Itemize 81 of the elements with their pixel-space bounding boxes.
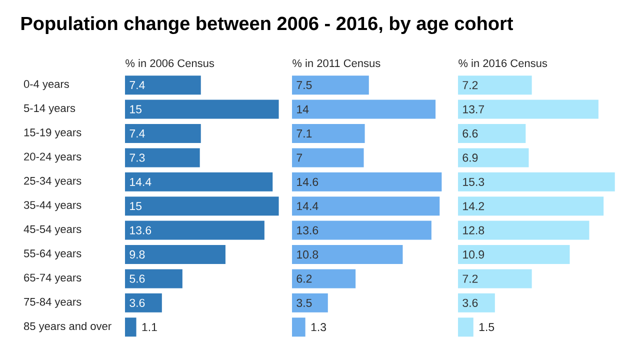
bar xyxy=(292,196,440,216)
data-label: 3.6 xyxy=(130,298,145,307)
bar xyxy=(458,318,474,337)
bar xyxy=(458,293,495,312)
y-tick-label: 45-54 years xyxy=(24,225,82,236)
y-tick-label: 5-14 years xyxy=(24,104,76,114)
data-label: 5.6 xyxy=(130,274,145,283)
bar xyxy=(458,245,570,264)
data-label: 14 xyxy=(297,105,309,114)
data-label: 13.6 xyxy=(130,226,152,234)
bar xyxy=(125,293,162,312)
data-label: 15 xyxy=(130,202,142,210)
bar xyxy=(292,76,369,95)
bar xyxy=(458,76,532,95)
bar xyxy=(125,245,226,264)
data-label: 7.2 xyxy=(462,274,478,283)
data-label: 9.8 xyxy=(130,250,145,259)
data-label: 7 xyxy=(296,154,302,162)
data-label: 7.4 xyxy=(130,130,145,138)
y-tick-label: 55-64 years xyxy=(24,250,82,260)
y-tick-label: 15-19 years xyxy=(24,128,82,138)
data-label: 1.1 xyxy=(142,323,157,332)
data-label: 3.6 xyxy=(462,298,478,307)
bar xyxy=(125,318,136,337)
data-label: 13.7 xyxy=(463,105,484,114)
bar xyxy=(292,100,436,119)
data-label: 12.8 xyxy=(463,226,484,234)
y-tick-label: 65-74 years xyxy=(24,274,82,284)
data-label: 14.4 xyxy=(297,202,318,210)
bar xyxy=(292,293,328,312)
bar xyxy=(292,148,364,168)
bar xyxy=(292,245,403,264)
bar xyxy=(458,172,615,192)
bar xyxy=(458,196,604,216)
y-tick-label: 85 years and over xyxy=(24,322,112,332)
bar xyxy=(458,269,532,288)
data-label: 10.9 xyxy=(463,250,484,259)
y-tick-label: 20-24 years xyxy=(24,152,82,163)
bar xyxy=(125,100,279,119)
bar xyxy=(458,124,526,143)
data-label: 7.5 xyxy=(296,81,312,90)
bar xyxy=(292,172,442,192)
data-label: 1.5 xyxy=(479,323,494,332)
data-label: 3.5 xyxy=(296,298,312,307)
bar xyxy=(125,172,273,192)
data-label: 7.3 xyxy=(130,154,145,162)
y-tick-label: 35-44 years xyxy=(24,201,82,212)
y-tick-label: 0-4 years xyxy=(24,80,69,90)
chart-subtitle: % in 2016 Census xyxy=(458,59,548,68)
chart-subtitle: % in 2006 Census xyxy=(126,59,214,68)
data-label: 10.8 xyxy=(297,250,318,259)
data-label: 6.9 xyxy=(462,154,478,162)
data-label: 6.6 xyxy=(462,129,478,138)
bar xyxy=(125,196,279,216)
data-label: 7.2 xyxy=(462,81,478,90)
y-tick-label: 75-84 years xyxy=(24,298,82,308)
data-label: 6.2 xyxy=(296,274,312,283)
bar xyxy=(125,220,264,240)
bar xyxy=(292,124,365,143)
bar xyxy=(292,318,306,337)
data-label: 14.4 xyxy=(130,178,152,186)
data-label: 14.6 xyxy=(297,178,318,186)
data-label: 13.6 xyxy=(297,226,318,234)
bar xyxy=(125,124,201,143)
data-label: 7.4 xyxy=(130,81,145,90)
bar xyxy=(458,220,590,240)
data-label: 15.3 xyxy=(463,178,484,186)
bar xyxy=(292,269,356,288)
y-tick-label: 25-34 years xyxy=(24,176,82,187)
data-label: 15 xyxy=(130,105,142,114)
chart-title: Population change between 2006 - 2016, by age cohort xyxy=(21,16,514,34)
data-label: 14.2 xyxy=(463,202,484,210)
bar xyxy=(125,148,200,168)
data-label: 1.3 xyxy=(311,323,326,332)
bar xyxy=(458,148,529,168)
bar xyxy=(458,100,598,119)
bar xyxy=(292,220,432,240)
bar xyxy=(125,76,201,95)
bar xyxy=(125,269,182,288)
chart-subtitle: % in 2011 Census xyxy=(292,59,380,68)
data-label: 7.1 xyxy=(296,130,312,138)
